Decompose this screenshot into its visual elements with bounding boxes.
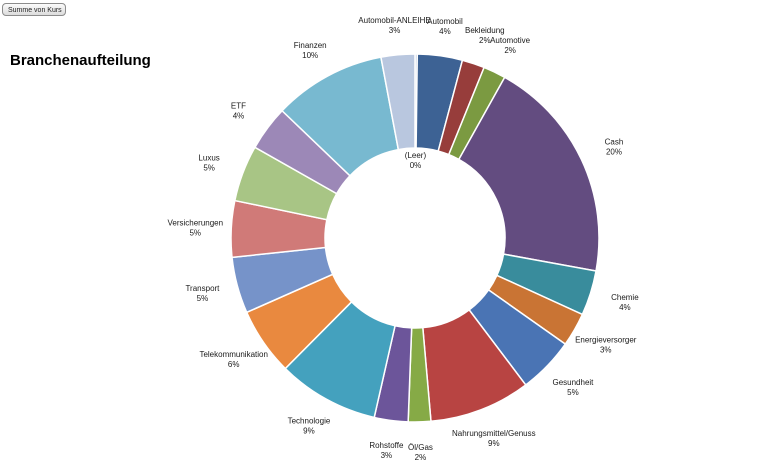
- data-label-automotive: Automotive 2%: [490, 36, 531, 55]
- data-label-telekommunikation: Telekommunikation 6%: [199, 350, 267, 369]
- data-label-automobil-anleihe: Automobil-ANLEIHE 3%: [358, 16, 430, 35]
- data-label-leer: (Leer) 0%: [405, 151, 427, 170]
- data-label-automobil: Automobil 4%: [427, 17, 463, 36]
- data-label-etf: ETF 4%: [231, 101, 246, 120]
- data-label-energieversorger: Energieversorger 3%: [575, 336, 637, 355]
- data-label-versicherungen: Versicherungen 5%: [167, 218, 223, 237]
- data-label-finanzen: Finanzen 10%: [294, 41, 327, 60]
- pivot-field-button[interactable]: Summe von Kurs: [2, 3, 66, 16]
- data-label-chemie: Chemie 4%: [611, 293, 639, 312]
- data-label-rohstoffe: Rohstoffe 3%: [369, 441, 404, 460]
- chart-title: Branchenaufteilung: [10, 52, 151, 69]
- data-label-gesundheit: Gesundheit 5%: [552, 378, 594, 397]
- data-label-nahrungsmittel-genuss: Nahrungsmittel/Genuss 9%: [452, 429, 536, 448]
- data-label-transport: Transport 5%: [185, 284, 220, 303]
- data-label-cash: Cash 20%: [605, 138, 624, 157]
- data-label-technologie: Technologie 9%: [288, 417, 331, 436]
- data-label-bekleidung: Bekleidung 2%: [465, 26, 505, 45]
- slice-cash: [457, 76, 600, 272]
- slice-automobil-anleihe: [380, 53, 416, 151]
- data-label-öl-gas: Öl/Gas 2%: [408, 443, 433, 462]
- data-label-luxus: Luxus 5%: [198, 154, 219, 173]
